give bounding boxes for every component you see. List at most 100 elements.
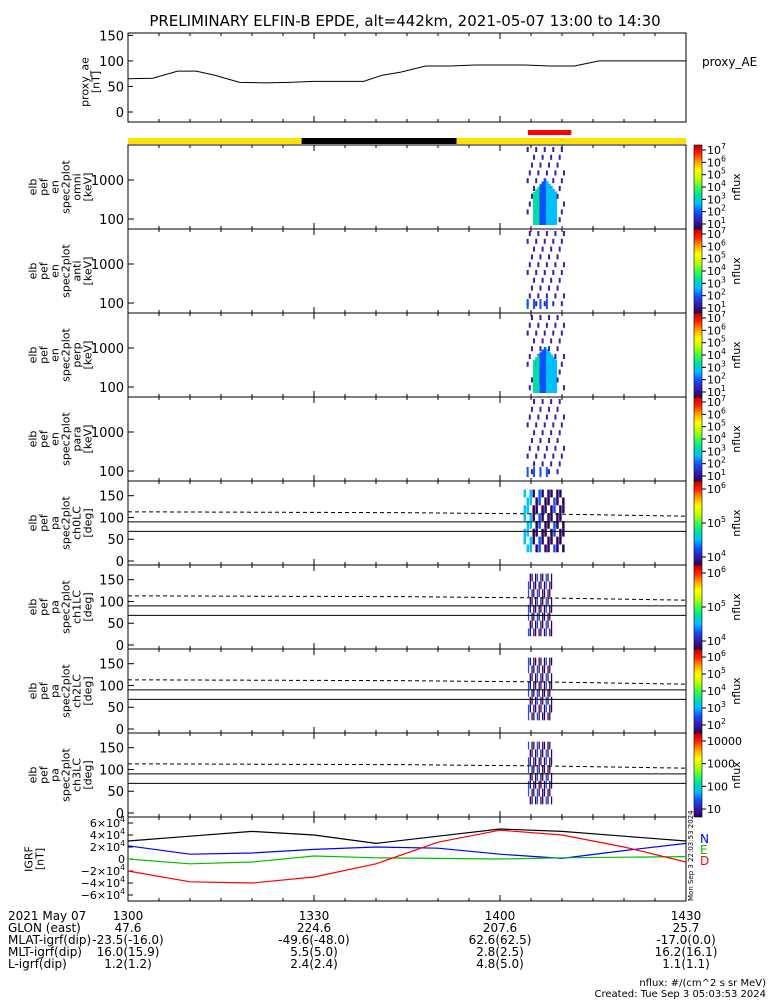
pa-pixel — [544, 505, 547, 514]
spec-pixel — [533, 467, 536, 477]
pa-pixel — [543, 628, 546, 637]
ylabel-line: [nT] — [90, 71, 103, 93]
spec-pixel — [530, 193, 533, 199]
pa-pixel — [547, 513, 550, 521]
colorbar-tick-label: 101 — [707, 384, 726, 399]
colorbar-tick-label: 105 — [707, 666, 726, 681]
colorbar-tick-label: 106 — [707, 649, 726, 664]
ylabel-line: pef — [38, 765, 51, 784]
pa-pixel — [553, 544, 556, 553]
pa-pixel — [526, 528, 529, 537]
pa-pixel — [536, 612, 539, 621]
spec-pixel — [556, 193, 559, 199]
pa-pixel — [542, 673, 544, 682]
colorbar-tick-label: 105 — [707, 515, 726, 530]
ylabel-line: [deg] — [82, 592, 95, 621]
pa-pixel — [532, 505, 535, 514]
spec-pixel — [562, 385, 565, 391]
state-bar-day — [456, 138, 686, 144]
pa-pixel — [534, 704, 537, 713]
spec-pixel — [526, 467, 529, 477]
spec-pixel — [562, 201, 565, 207]
ylabel-line: [deg] — [82, 676, 95, 705]
spec-pixel — [530, 469, 533, 475]
ylabel-line: proxy_ae — [79, 57, 92, 107]
spec-pixel — [554, 191, 558, 225]
pa-pixel — [541, 536, 544, 545]
colorbar-tick-label: 104 — [707, 179, 726, 194]
pa-pixel — [562, 520, 565, 529]
spec-pixel — [526, 147, 529, 152]
pa-pixel — [550, 780, 553, 789]
pa-pixel — [547, 688, 549, 697]
spec-pixel — [533, 399, 536, 404]
pa-pixel — [534, 772, 537, 781]
pa-y-tick-label: 100 — [99, 679, 124, 694]
spec-pixel — [550, 277, 553, 283]
ae-frame — [127, 32, 687, 123]
spec-y-tick-label: 100 — [99, 465, 124, 480]
spec-frame — [127, 144, 687, 230]
ylabel-line: ch0LC — [71, 506, 84, 540]
pa-pixel — [536, 788, 539, 797]
spec-frame — [127, 228, 687, 314]
pa-pixel — [544, 544, 547, 553]
spec-pixel — [550, 154, 553, 160]
pa-pixel — [536, 573, 539, 582]
pa-pixel — [545, 673, 547, 682]
footer-value: 207.6 — [483, 921, 517, 935]
pa-pixel — [538, 788, 540, 797]
pa-pixel — [550, 657, 553, 666]
pa-pixel — [542, 688, 544, 697]
pa-pixel — [549, 688, 551, 697]
pa-pixel — [549, 765, 551, 773]
pa-pixel — [550, 536, 553, 545]
proxy-ae-panel: 150 100 50 0 proxy_AE — [99, 29, 757, 123]
pa-pixel — [553, 505, 556, 514]
spec-pixel — [552, 238, 555, 244]
pa-pixel — [527, 657, 530, 666]
colorbar-tick-label: 102 — [707, 372, 726, 387]
pa-pixel — [547, 589, 549, 598]
igrf-frame — [127, 816, 687, 902]
spec-pixel — [554, 414, 557, 420]
colorbar-tick-label: 1000 — [707, 758, 735, 771]
spec-pixel — [560, 301, 563, 307]
pa-pixel — [544, 497, 547, 506]
state-bar-night — [301, 138, 457, 144]
ylabel-line: [deg] — [82, 760, 95, 789]
igrf-y-tick-label: 2×104 — [90, 839, 125, 854]
spec-pixel — [562, 414, 565, 420]
ylabel-line: spec2plot — [60, 412, 73, 466]
pa-pixel — [550, 597, 553, 605]
pa-pixel — [538, 765, 540, 773]
pa-pixel — [534, 581, 537, 590]
pa-pixel — [540, 696, 542, 705]
pa-pixel — [540, 749, 542, 758]
pa-pixel — [531, 749, 533, 758]
spec-pixel — [541, 246, 544, 252]
spec-pixel — [552, 330, 555, 336]
pa-pixel — [533, 712, 535, 721]
spec-pixel — [556, 315, 559, 320]
ylabel-line: pa — [49, 684, 62, 698]
pa-pixel — [542, 772, 544, 781]
pa-pixel — [533, 665, 535, 674]
pa-pixel — [532, 528, 535, 537]
ylabel-line: pa — [49, 768, 62, 782]
pa-pixel — [550, 620, 553, 629]
pa-pixel — [545, 581, 547, 590]
pa-pixel — [545, 620, 547, 629]
pa-pixel — [531, 573, 533, 582]
spec-pixel — [562, 231, 565, 236]
spec-pixel — [548, 285, 551, 291]
colorbar-tick-label: 106 — [707, 481, 726, 496]
pa-pixel — [562, 497, 565, 506]
spec-pixel — [554, 359, 558, 393]
pa-pixel — [550, 528, 553, 537]
spec-pixel — [539, 352, 543, 393]
pa-pixel — [536, 712, 539, 721]
spec-pixel — [552, 147, 555, 152]
pa-pixel — [538, 497, 541, 506]
